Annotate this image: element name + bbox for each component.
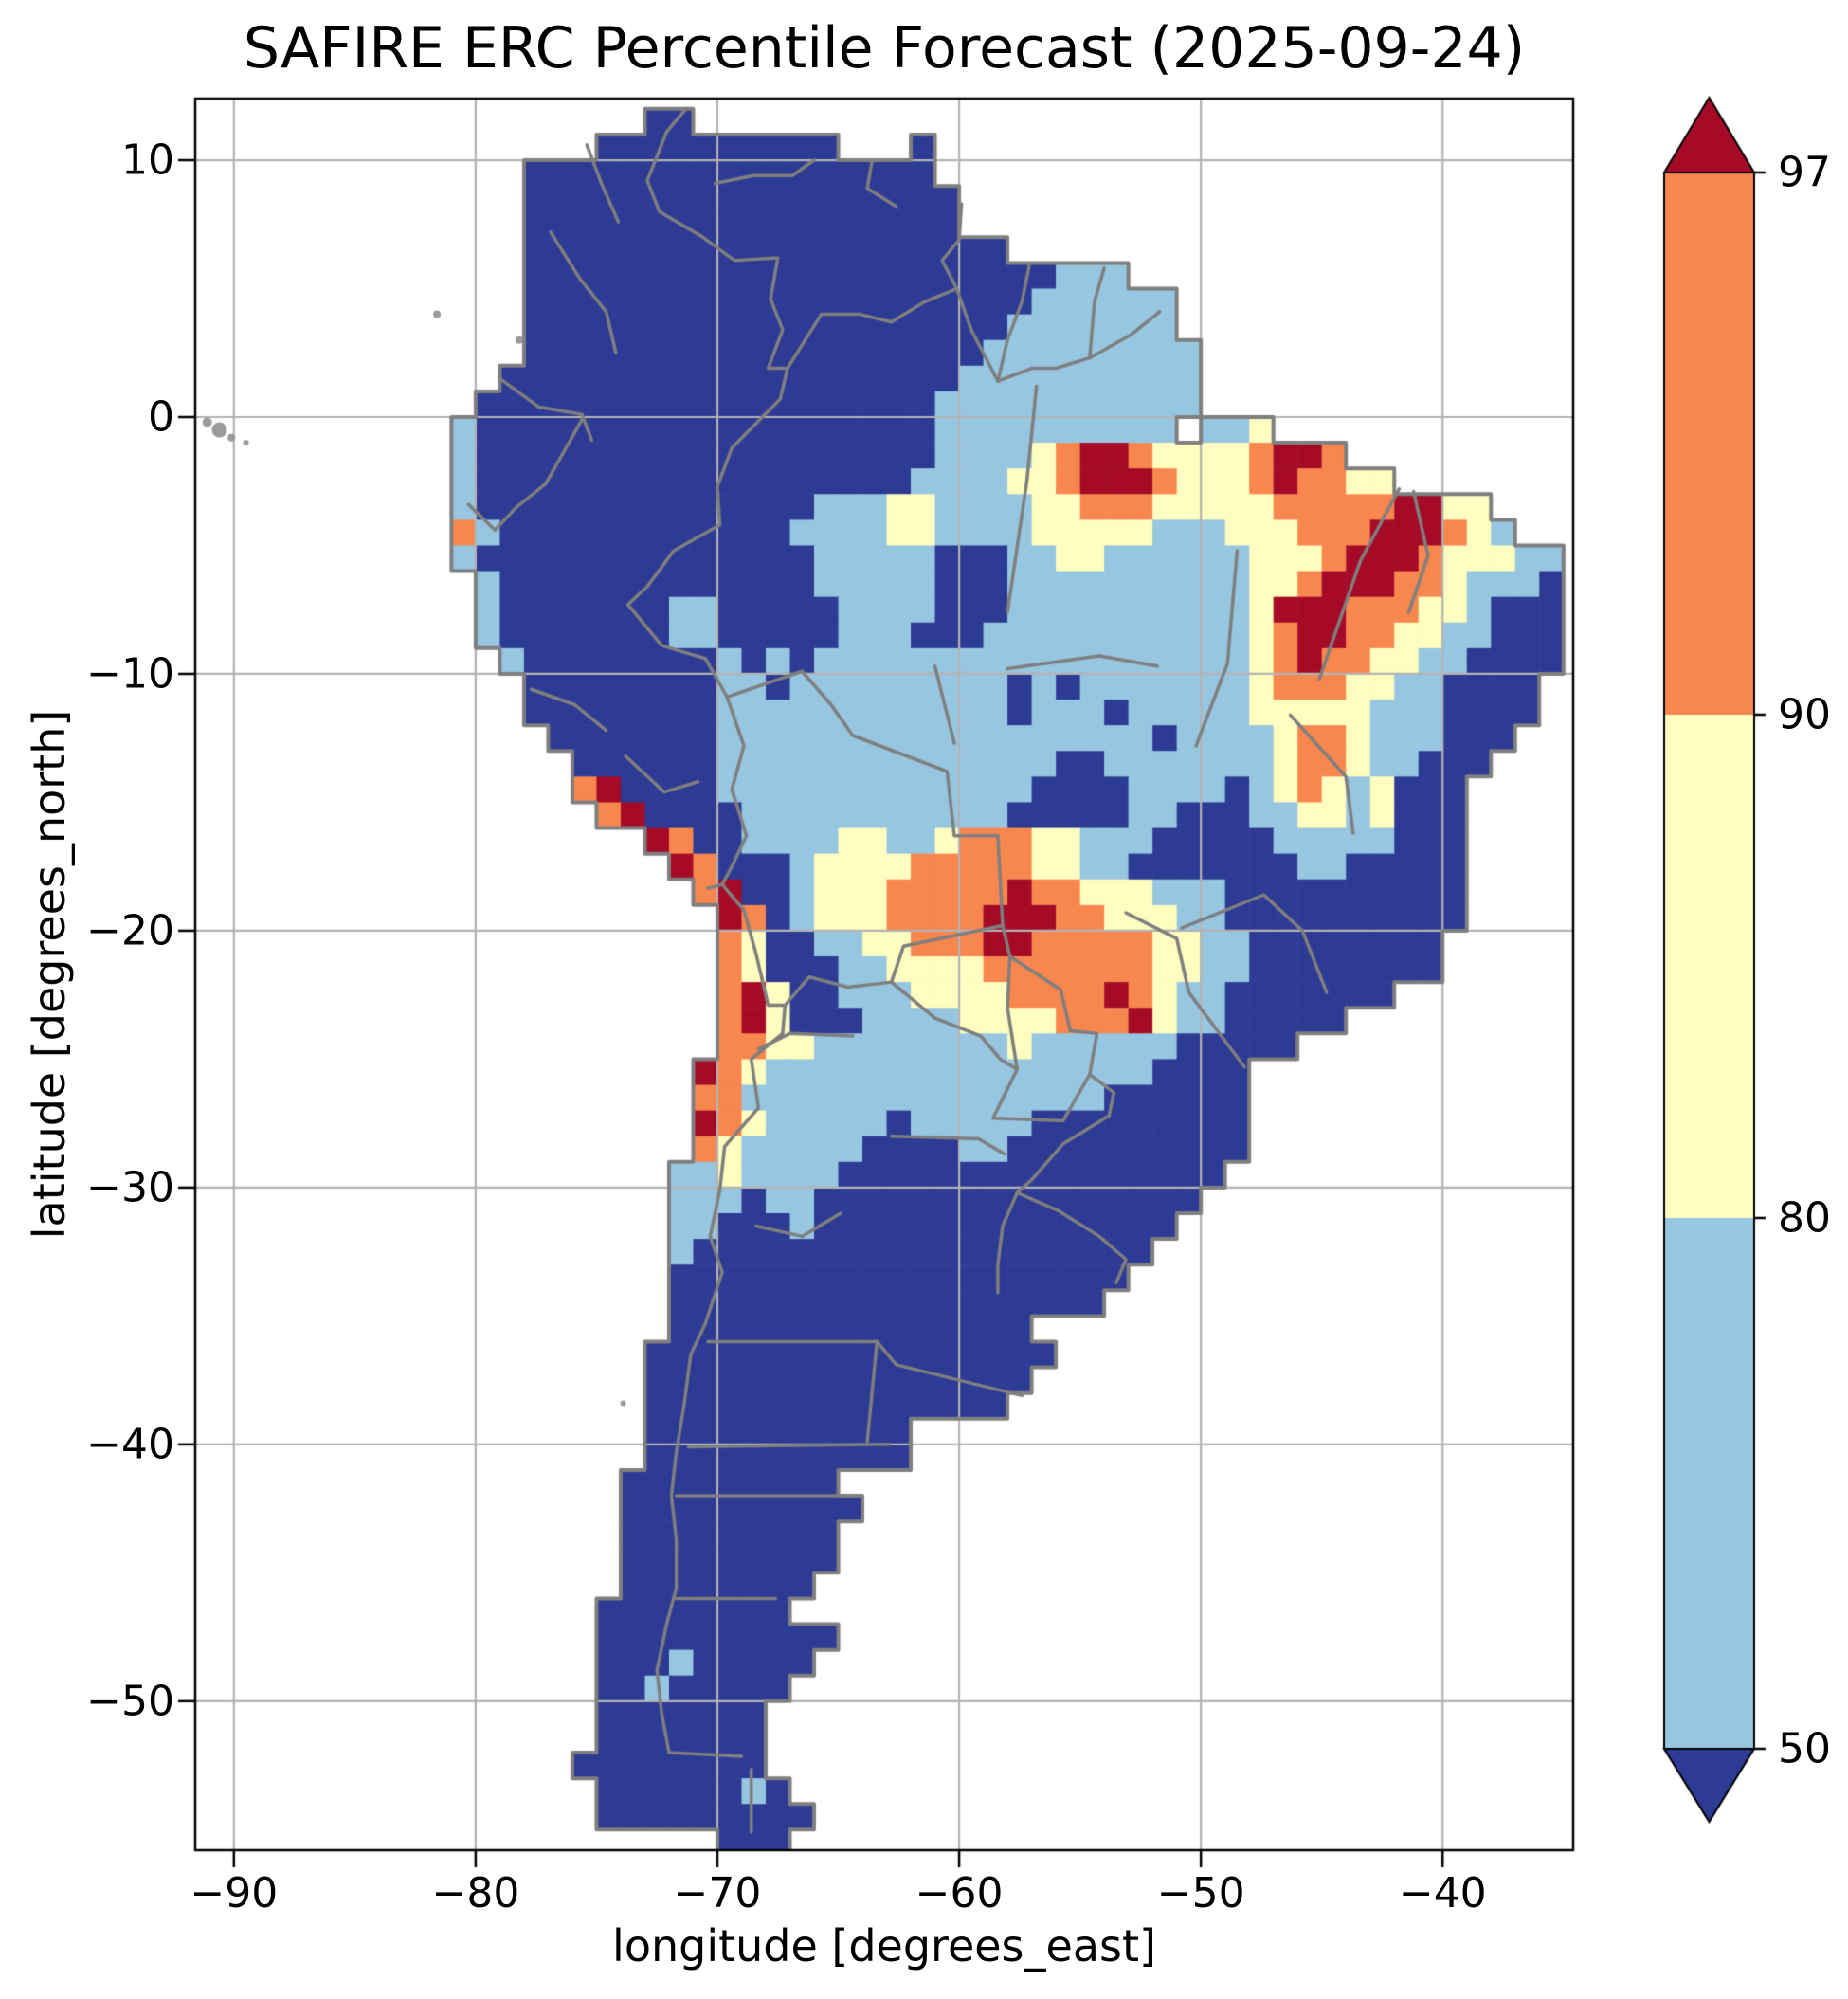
x-axis-label: longitude [degrees_east] xyxy=(612,1920,1156,1972)
y-tick-label: −40 xyxy=(86,1420,174,1469)
y-tick-label: −30 xyxy=(86,1163,174,1212)
y-axis-label: latitude [degrees_north] xyxy=(24,709,75,1240)
y-tick-label: −50 xyxy=(86,1677,174,1726)
colorbar-tick-label: 50 xyxy=(1778,1724,1831,1773)
colorbar-tick-label: 90 xyxy=(1778,690,1831,739)
y-tick-label: 10 xyxy=(121,136,174,185)
y-tick-label: 0 xyxy=(148,392,174,442)
colorbar-tick-label: 80 xyxy=(1778,1193,1831,1243)
x-tick-label: −80 xyxy=(431,1869,520,1917)
x-tick-label: −90 xyxy=(190,1869,279,1917)
colorbar-tick-label: 97 xyxy=(1778,148,1831,197)
chart-title: SAFIRE ERC Percentile Forecast (2025-09-… xyxy=(243,15,1526,82)
y-tick-label: −10 xyxy=(86,649,174,699)
x-tick-label: −40 xyxy=(1398,1869,1487,1917)
x-tick-label: −50 xyxy=(1156,1869,1245,1917)
x-tick-label: −70 xyxy=(673,1869,762,1917)
y-tick-label: −20 xyxy=(86,906,174,955)
x-tick-label: −60 xyxy=(915,1869,1004,1917)
